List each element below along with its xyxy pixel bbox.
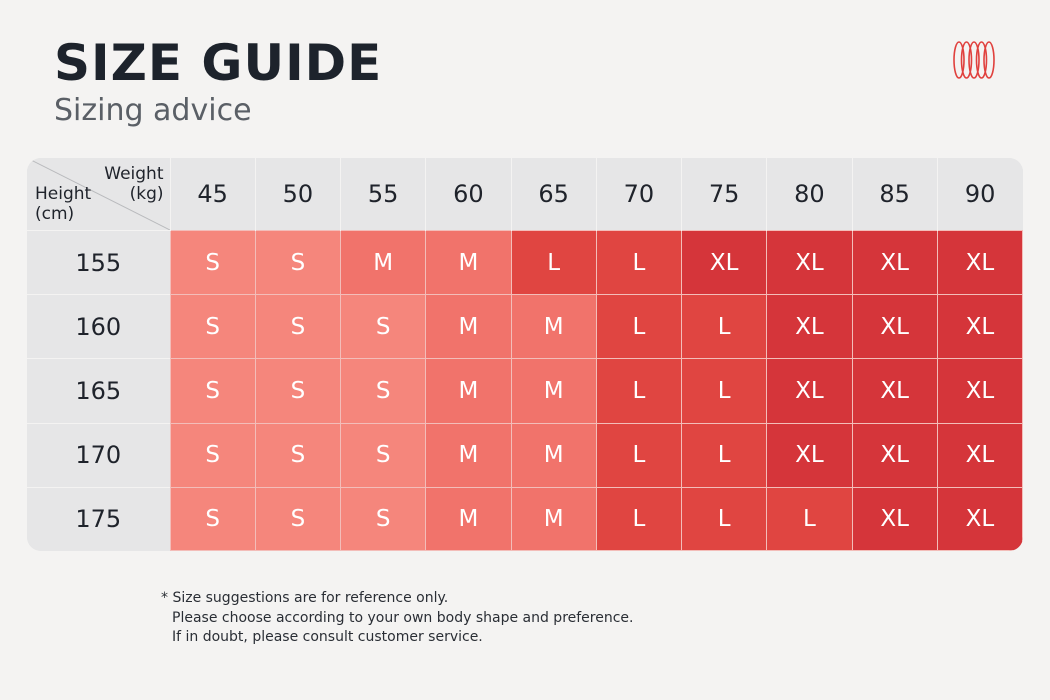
- size-cell: M: [510, 358, 597, 424]
- footnote: * Size suggestions are for reference onl…: [161, 589, 634, 648]
- height-row-header: 155: [27, 229, 170, 295]
- size-cell: M: [425, 486, 512, 551]
- size-cell: S: [169, 486, 256, 551]
- size-cell: M: [425, 229, 512, 296]
- height-row-header: 175: [27, 486, 170, 551]
- size-cell: S: [254, 486, 342, 551]
- size-cell: M: [510, 486, 597, 551]
- size-cell: S: [169, 422, 256, 488]
- size-cell: M: [510, 422, 597, 488]
- size-cell: XL: [766, 358, 853, 424]
- weight-header-cell: 55: [339, 158, 426, 231]
- size-cell: S: [339, 358, 427, 424]
- size-cell: S: [169, 229, 256, 296]
- size-cell: XL: [680, 229, 768, 296]
- height-row-header: 170: [27, 422, 170, 488]
- corner-cell: Weight (kg) Height (cm): [27, 158, 170, 231]
- size-cell: S: [169, 294, 256, 360]
- size-cell: XL: [766, 294, 853, 360]
- size-cell: L: [766, 486, 853, 551]
- size-cell: M: [510, 294, 597, 360]
- size-cell: M: [425, 294, 512, 360]
- size-cell: XL: [936, 422, 1023, 488]
- size-cell: XL: [851, 486, 938, 551]
- size-cell: L: [595, 229, 683, 296]
- height-row-header: 160: [27, 294, 170, 359]
- table-row: 175 S S S M M L L L XL XL: [27, 486, 1023, 551]
- size-cell: S: [339, 486, 427, 551]
- size-cell: XL: [936, 229, 1023, 296]
- size-cell: L: [680, 422, 768, 488]
- size-table: Weight (kg) Height (cm) 45 50 55 60 65 70 75 80…: [27, 158, 1023, 551]
- size-cell: S: [254, 229, 342, 296]
- size-cell: M: [339, 229, 427, 296]
- weight-header-cell: 75: [680, 158, 767, 231]
- size-cell: L: [510, 229, 597, 296]
- weight-header-cell: 60: [425, 158, 511, 231]
- size-table-body: 155 S S M M L L XL XL XL XL 160 S S S M M L L XL XL XL 165 S S S M…: [27, 229, 1023, 551]
- size-cell: XL: [936, 486, 1023, 551]
- size-cell: L: [595, 358, 683, 424]
- size-cell: XL: [851, 358, 938, 424]
- height-row-header: 165: [27, 358, 170, 424]
- footnote-line-3: If in doubt, please consult customer ser…: [172, 629, 483, 645]
- size-cell: XL: [851, 422, 938, 488]
- size-cell: S: [254, 358, 342, 424]
- weight-header-cell: 85: [851, 158, 938, 231]
- weight-axis-label: Weight (kg): [104, 164, 164, 204]
- page-title: SIZE GUIDE: [54, 34, 383, 92]
- size-cell: L: [680, 294, 768, 360]
- size-cell: S: [254, 294, 342, 360]
- coil-rings-icon: [953, 41, 995, 79]
- size-cell: L: [595, 294, 683, 360]
- size-cell: L: [595, 422, 683, 488]
- weight-header-cell: 70: [595, 158, 682, 231]
- size-cell: XL: [766, 422, 853, 488]
- size-cell: S: [254, 422, 342, 488]
- size-cell: L: [680, 486, 768, 551]
- corner-diagonal-line: [27, 158, 170, 230]
- footnote-line-1: * Size suggestions are for reference onl…: [161, 590, 449, 606]
- size-cell: L: [595, 486, 683, 551]
- weight-header-row: Weight (kg) Height (cm) 45 50 55 60 65 70 75 80…: [27, 158, 1023, 231]
- weight-header-cell: 50: [254, 158, 341, 231]
- size-cell: XL: [936, 358, 1023, 424]
- weight-header-cell: 90: [936, 158, 1023, 231]
- weight-header-cell: 45: [169, 158, 256, 231]
- weight-header-cell: 80: [766, 158, 852, 231]
- size-cell: S: [339, 294, 427, 360]
- size-cell: L: [680, 358, 768, 424]
- footnote-line-2: Please choose according to your own body…: [172, 609, 634, 626]
- size-cell: M: [425, 358, 512, 424]
- size-cell: XL: [851, 294, 938, 360]
- table-row: 160 S S S M M L L XL XL XL: [27, 294, 1023, 360]
- size-cell: XL: [766, 229, 853, 296]
- height-axis-label: Height (cm): [35, 184, 92, 224]
- size-cell: M: [425, 422, 512, 488]
- size-cell: XL: [936, 294, 1023, 360]
- size-cell: XL: [851, 229, 938, 296]
- size-cell: S: [339, 422, 427, 488]
- weight-header-cell: 65: [510, 158, 597, 231]
- table-row: 170 S S S M M L L XL XL XL: [27, 422, 1023, 488]
- size-cell: S: [169, 358, 256, 424]
- table-row: 155 S S M M L L XL XL XL XL: [27, 229, 1023, 296]
- page-subtitle: Sizing advice: [54, 93, 252, 128]
- table-row: 165 S S S M M L L XL XL XL: [27, 358, 1023, 424]
- size-table-card: Weight (kg) Height (cm) 45 50 55 60 65 70 75 80…: [27, 158, 1023, 551]
